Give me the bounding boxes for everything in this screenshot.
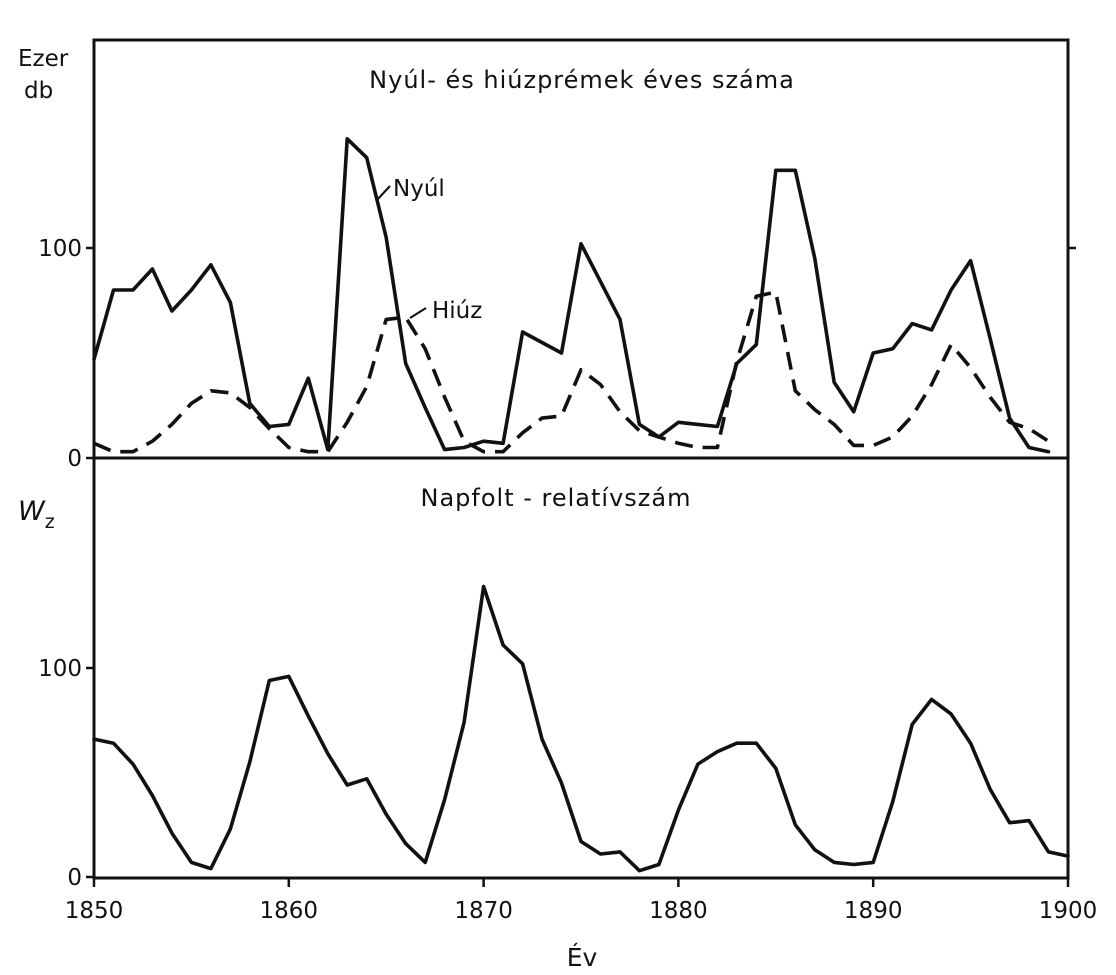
bottom-ylabel-sub: z (45, 511, 55, 533)
series-line-nyl (92, 137, 1051, 454)
x-axis-label: Év (567, 943, 598, 972)
y-tick-label: 0 (67, 446, 82, 472)
chart-marks: 0 100 0 100 1850 1860 1870 1880 1890 1900 (38, 137, 1098, 924)
series-label-nyul: Nyúl (393, 176, 445, 202)
bottom-ylabel-main: W (18, 496, 46, 527)
x-tick-label: 1890 (844, 898, 903, 924)
x-tick-label: 1880 (649, 898, 708, 924)
leader-line-hiuz (409, 307, 427, 319)
x-tick-label: 1850 (65, 898, 124, 924)
y-tick-label: 100 (38, 236, 82, 262)
x-tick-label: 1900 (1039, 898, 1098, 924)
series-line-panel2 (92, 584, 1070, 873)
top-chart-title: Nyúl- és hiúzprémek éves száma (369, 66, 795, 94)
bottom-chart-title: Napfolt - relatívszám (421, 484, 692, 512)
top-ylabel-line2: db (24, 78, 53, 104)
series-label-hiuz: Hiúz (432, 298, 482, 324)
leader-line-nyul (376, 185, 391, 201)
x-tick-label: 1870 (454, 898, 513, 924)
y-tick-label: 0 (67, 865, 82, 891)
x-tick-label: 1860 (260, 898, 319, 924)
bottom-ylabel: Wz (18, 496, 55, 533)
series-line-hiz (93, 290, 1050, 454)
y-tick-label: 100 (38, 656, 82, 682)
top-ylabel-line1: Ezer (18, 46, 69, 72)
